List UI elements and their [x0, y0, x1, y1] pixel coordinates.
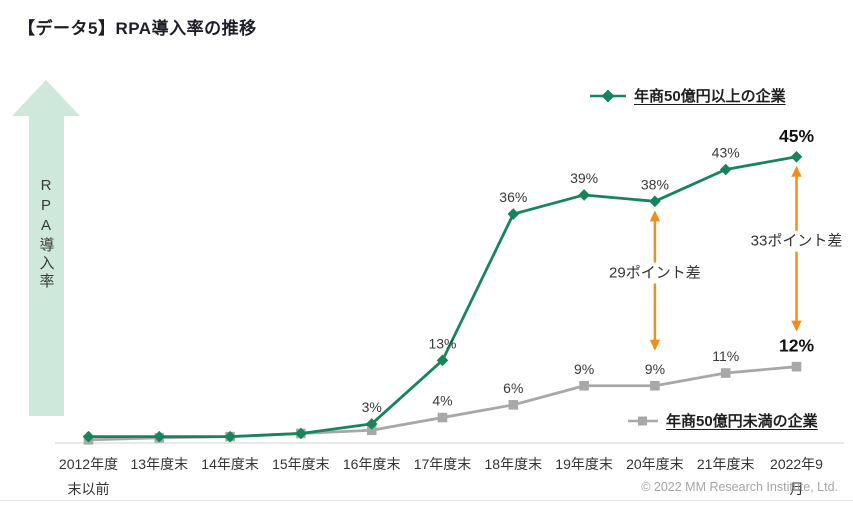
- data-point-diamond: [295, 427, 307, 440]
- annotation-label-bg: [746, 230, 847, 252]
- diamond-line-marker-icon: [590, 89, 626, 102]
- data-point-diamond: [82, 430, 95, 443]
- legend-below-label: 年商50億円未満の企業: [666, 413, 818, 430]
- data-label: 6%: [503, 380, 523, 396]
- data-point-square: [437, 412, 448, 423]
- data-point-square: [720, 368, 731, 378]
- arrow-up-head-icon: [649, 210, 661, 222]
- data-point-diamond: [224, 430, 236, 443]
- data-label: 45%: [779, 126, 814, 146]
- data-point-diamond: [436, 354, 449, 367]
- arrow-up-head-icon: [791, 165, 802, 177]
- data-point-diamond: [649, 195, 661, 208]
- y-axis-arrow: [12, 80, 80, 416]
- data-label: 4%: [432, 393, 452, 409]
- data-label: 13%: [428, 335, 456, 351]
- data-point-diamond: [790, 151, 803, 163]
- data-label: 43%: [712, 145, 740, 161]
- data-label: 38%: [641, 176, 669, 192]
- data-point-square: [579, 380, 589, 391]
- arrow-down-head-icon: [649, 339, 661, 351]
- data-label: 9%: [645, 361, 665, 377]
- arrow-down-head-icon: [791, 320, 802, 332]
- data-label: 3%: [362, 399, 382, 415]
- square-line-marker-icon: [628, 416, 658, 425]
- data-label: 9%: [574, 361, 594, 377]
- data-point-diamond: [153, 430, 166, 443]
- data-point-diamond: [507, 208, 520, 220]
- data-point-square: [366, 425, 377, 436]
- data-label: 12%: [779, 336, 814, 356]
- annotation-label: 33ポイント差: [751, 233, 843, 250]
- annotation-label-bg: [605, 262, 705, 284]
- data-point-square: [650, 380, 660, 391]
- data-label: 11%: [712, 348, 739, 364]
- legend-above-label: 年商50億円以上の企業: [634, 88, 786, 105]
- data-point-diamond: [578, 189, 590, 201]
- legend-above-50b: 年商50億円以上の企業: [590, 85, 786, 106]
- copyright-text: © 2022 MM Research Institute, Ltd.: [641, 480, 838, 494]
- legend-below-50b: 年商50億円未満の企業: [628, 410, 818, 431]
- data-label: 36%: [499, 189, 527, 205]
- data-point-diamond: [719, 163, 732, 176]
- data-label: 39%: [570, 170, 598, 186]
- data-point-diamond: [365, 418, 378, 430]
- y-axis-label: RPA導入率: [37, 177, 55, 291]
- annotation-label: 29ポイント差: [609, 265, 701, 282]
- page-title: 【データ5】RPA導入率の推移: [18, 19, 257, 38]
- data-point-square: [791, 361, 802, 372]
- data-point-square: [508, 400, 519, 410]
